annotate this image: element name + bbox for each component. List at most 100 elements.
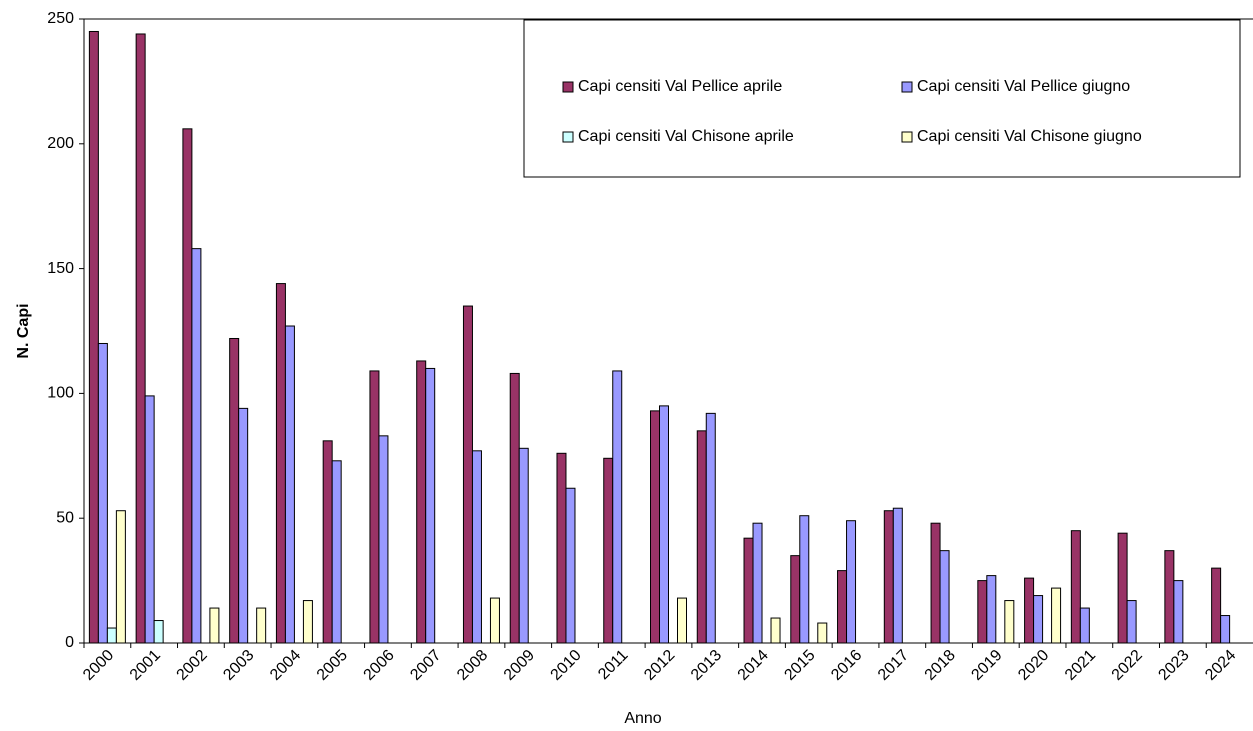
bar [892, 507, 903, 644]
y-tick-label: 0 [65, 634, 74, 651]
x-tick-label: 2008 [454, 647, 491, 684]
x-tick-label: 2007 [407, 647, 444, 684]
bar [88, 30, 99, 644]
bar [986, 575, 997, 644]
bar [1004, 600, 1015, 644]
bar [603, 457, 614, 644]
bar [650, 410, 660, 644]
bar [471, 450, 482, 644]
y-tick-label: 150 [47, 260, 74, 277]
x-tick-label: 2015 [781, 647, 818, 684]
x-axis-title: Anno [624, 710, 661, 727]
y-tick-label: 50 [56, 509, 74, 526]
bar [612, 370, 623, 644]
bar [518, 447, 529, 644]
bar [191, 248, 202, 644]
x-tick-label: 2013 [688, 647, 725, 684]
bar [977, 580, 988, 644]
bar [939, 550, 950, 644]
x-tick-label: 2004 [267, 647, 304, 684]
bar [275, 283, 286, 644]
bar [322, 440, 333, 644]
y-axis-title: N. Capi [15, 303, 32, 358]
x-tick-label: 2019 [968, 647, 1005, 684]
x-tick-label: 2021 [1062, 647, 1099, 684]
legend-label: Capi censiti Val Pellice aprile [578, 78, 782, 95]
x-tick-label: 2024 [1202, 647, 1239, 684]
bar [846, 520, 857, 644]
bar [743, 537, 754, 644]
legend-swatch [901, 131, 913, 143]
bar [1211, 567, 1222, 644]
bar [135, 33, 146, 644]
y-tick-label: 100 [47, 385, 74, 402]
bar [696, 430, 707, 644]
bar [770, 617, 781, 644]
x-tick-label: 2016 [828, 647, 865, 684]
bar [1033, 595, 1044, 644]
x-tick-label: 2014 [735, 647, 772, 684]
bar [752, 522, 763, 644]
bar [462, 305, 473, 644]
x-tick-label: 2023 [1155, 647, 1192, 684]
bar [229, 337, 240, 644]
bar [115, 510, 126, 644]
bar [1051, 587, 1062, 644]
x-tick-label: 2011 [595, 647, 631, 683]
x-tick-label: 2020 [1015, 647, 1052, 684]
bar [1126, 600, 1137, 644]
y-tick-label: 200 [47, 135, 74, 152]
bar [331, 460, 342, 644]
y-tick-label: 250 [47, 10, 74, 27]
bar [284, 325, 295, 644]
bar [1117, 532, 1128, 644]
bar [705, 412, 716, 644]
legend-label: Capi censiti Val Chisone aprile [578, 128, 794, 145]
bar [182, 128, 193, 644]
x-tick-label: 2003 [220, 647, 257, 684]
bar [144, 395, 155, 644]
legend-label: Capi censiti Val Pellice giugno [917, 78, 1130, 95]
bar [302, 600, 313, 644]
bar [1220, 615, 1231, 644]
bar [659, 405, 669, 644]
legend-swatch [562, 81, 574, 93]
x-tick-label: 2002 [174, 647, 211, 684]
bar [799, 515, 810, 644]
bar [1079, 607, 1090, 644]
x-tick-label: 2017 [875, 647, 912, 684]
bar [209, 607, 220, 644]
x-tick-label: 2012 [641, 647, 678, 684]
legend-swatch [562, 131, 574, 143]
bar [883, 510, 894, 644]
x-tick-label: 2009 [501, 647, 538, 684]
legend-swatch [901, 81, 913, 93]
x-tick-label: 2006 [361, 647, 398, 684]
bar [1024, 577, 1035, 644]
bar [378, 435, 389, 644]
legend-label: Capi censiti Val Chisone giugno [917, 128, 1142, 145]
bar [106, 627, 117, 644]
bar [1164, 550, 1175, 644]
bar [509, 372, 520, 644]
bar [790, 555, 801, 644]
bar [1070, 530, 1081, 644]
bar [677, 597, 687, 644]
bar [256, 607, 267, 644]
x-tick-label: 2001 [127, 647, 164, 684]
x-tick-label: 2010 [548, 647, 585, 684]
bar [97, 342, 108, 644]
bar [930, 522, 941, 644]
x-tick-label: 2022 [1109, 647, 1146, 684]
bar [556, 452, 567, 644]
x-tick-label: 2000 [80, 647, 117, 684]
bar [369, 370, 380, 644]
legend-box [523, 19, 1241, 178]
x-tick-label: 2005 [314, 647, 351, 684]
bar [837, 570, 848, 644]
bar [238, 407, 249, 644]
bar [817, 622, 828, 644]
bar [489, 597, 500, 644]
bar [1173, 580, 1184, 644]
